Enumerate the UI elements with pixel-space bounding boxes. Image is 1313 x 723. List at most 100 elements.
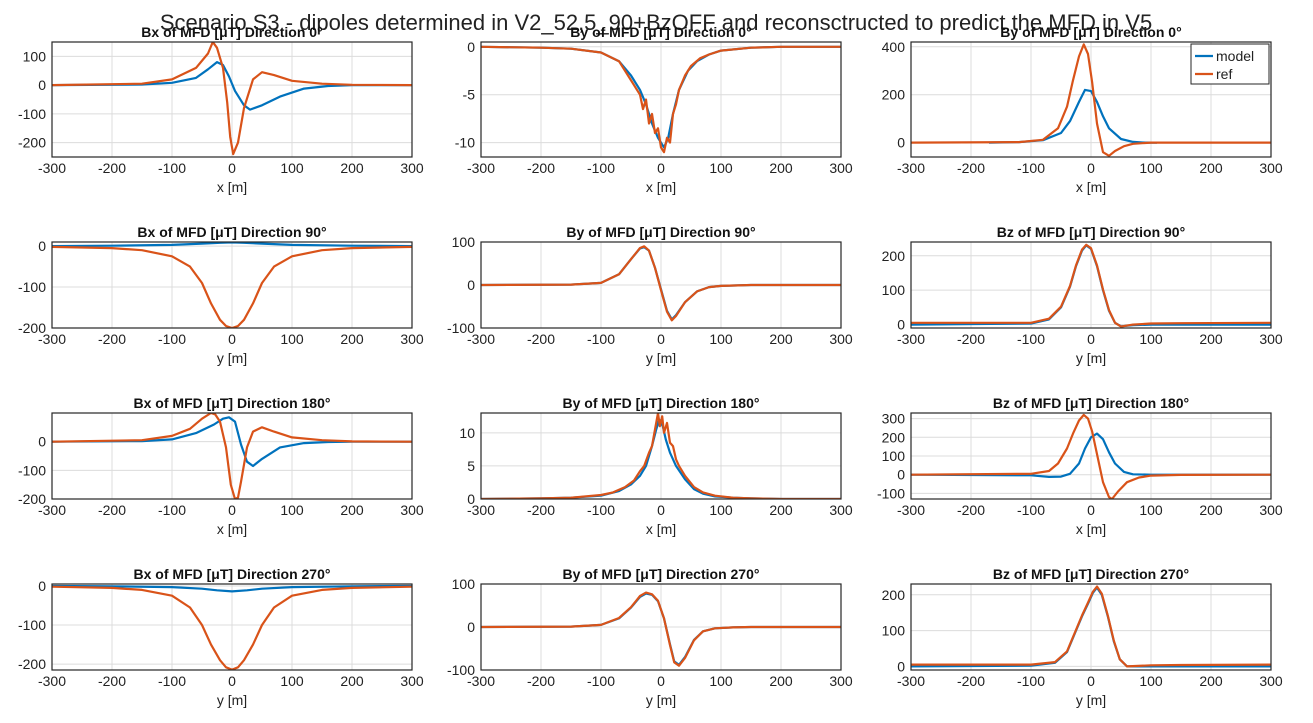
y-tick-label: -100: [18, 462, 46, 478]
series-line-ref: [911, 243, 1271, 328]
axes-frame: [480, 583, 842, 671]
x-tick-label: -300: [467, 331, 495, 347]
y-tick-label: 100: [452, 576, 476, 592]
x-tick-label: 100: [280, 502, 304, 518]
x-tick-label: -300: [897, 502, 925, 518]
subplot-11: -300 -200 -100 0 100 200 300 -100 0 100 y [m] By of…: [447, 566, 853, 708]
series-line-model: [988, 88, 1157, 144]
series-line-ref: [52, 42, 412, 156]
axes-frame: [51, 583, 413, 671]
subplot-12: -300 -200 -100 0 100 200 300 0 100 200 y [m] Bz of …: [882, 566, 1283, 708]
y-tick-label: 0: [38, 434, 46, 450]
x-tick-label: -100: [1017, 160, 1045, 176]
subplot-title: By of MFD [μT] Direction 90°: [566, 224, 755, 240]
y-tick-label: -10: [455, 135, 475, 151]
subplot-title: By of MFD [μT] Direction 180°: [563, 395, 760, 411]
x-tick-label: 0: [657, 673, 665, 689]
axes-frame: [480, 412, 842, 500]
series-line-ref: [52, 245, 412, 328]
x-tick-label: 0: [1087, 673, 1095, 689]
x-tick-label: -200: [527, 160, 555, 176]
x-tick-label: -200: [98, 673, 126, 689]
x-tick-label: 200: [1199, 502, 1223, 518]
x-tick-label: 0: [657, 331, 665, 347]
x-tick-label: 100: [1139, 502, 1163, 518]
x-tick-label: -300: [467, 673, 495, 689]
x-tick-label: -200: [957, 331, 985, 347]
x-tick-label: 300: [400, 673, 424, 689]
subplot-title: Bz of MFD [μT] Direction 270°: [993, 566, 1189, 582]
x-tick-label: 0: [657, 160, 665, 176]
legend-box: [1190, 43, 1270, 85]
x-tick-label: -100: [1017, 502, 1045, 518]
series-line-ref: [481, 245, 841, 322]
x-tick-label: 200: [769, 502, 793, 518]
x-tick-label: 300: [400, 331, 424, 347]
x-tick-label: 200: [340, 673, 364, 689]
axes-frame: [51, 41, 413, 158]
y-tick-label: 100: [882, 448, 906, 464]
x-tick-label: 100: [1139, 160, 1163, 176]
x-tick-label: 200: [340, 502, 364, 518]
y-tick-label: 0: [467, 39, 475, 55]
x-tick-label: -200: [527, 502, 555, 518]
y-tick-label: 100: [882, 282, 906, 298]
x-tick-label: -100: [158, 673, 186, 689]
y-tick-label: 0: [897, 658, 905, 674]
x-tick-label: -300: [467, 502, 495, 518]
y-tick-label: -100: [18, 617, 46, 633]
x-tick-label: 100: [1139, 331, 1163, 347]
y-tick-label: 0: [467, 619, 475, 635]
series-line-model: [52, 60, 412, 111]
y-tick-label: 0: [38, 578, 46, 594]
series-line-ref: [52, 413, 412, 499]
y-tick-label: -200: [18, 135, 46, 151]
y-tick-label: -100: [877, 485, 905, 501]
series-line-ref: [481, 413, 841, 499]
x-tick-label: 0: [1087, 160, 1095, 176]
y-tick-label: -200: [18, 320, 46, 336]
x-tick-label: 300: [829, 160, 853, 176]
x-tick-label: -300: [897, 673, 925, 689]
x-tick-label: 300: [1259, 673, 1283, 689]
x-tick-label: 200: [340, 160, 364, 176]
x-axis-label: y [m]: [1076, 692, 1106, 708]
subplot-8: -300 -200 -100 0 100 200 300 0 5 10 x [m] By of MFD…: [459, 395, 852, 537]
x-tick-label: 0: [228, 331, 236, 347]
x-tick-label: 300: [1259, 331, 1283, 347]
series-line-ref: [481, 591, 841, 667]
subplot-9: -300 -200 -100 0 100 200 300 -100 0 100 200 300 x [m…: [877, 395, 1283, 537]
y-tick-label: 0: [897, 135, 905, 151]
subplot-title: Bx of MFD [μT] Direction 270°: [134, 566, 331, 582]
subplot-title: By of MFD [μT] Direction 270°: [563, 566, 760, 582]
axes-frame: [51, 241, 413, 329]
x-tick-label: -100: [1017, 673, 1045, 689]
y-tick-label: 10: [459, 425, 475, 441]
x-tick-label: 0: [228, 502, 236, 518]
x-tick-label: 100: [280, 331, 304, 347]
x-tick-label: -100: [158, 502, 186, 518]
y-tick-label: -100: [447, 662, 475, 678]
x-axis-label: x [m]: [217, 521, 247, 537]
series-line-ref: [911, 43, 1271, 157]
x-tick-label: 100: [280, 160, 304, 176]
y-tick-label: -100: [18, 279, 46, 295]
subplot-title: Bx of MFD [μT] Direction 180°: [134, 395, 331, 411]
y-tick-label: 200: [882, 248, 906, 264]
axes-frame: [910, 41, 1272, 158]
x-tick-label: -300: [897, 160, 925, 176]
x-axis-label: x [m]: [1076, 179, 1106, 195]
x-tick-label: 300: [1259, 502, 1283, 518]
x-axis-label: y [m]: [646, 692, 676, 708]
x-tick-label: -100: [1017, 331, 1045, 347]
y-tick-label: 0: [467, 491, 475, 507]
x-tick-label: 200: [769, 160, 793, 176]
y-tick-label: 200: [882, 87, 906, 103]
y-tick-label: 5: [467, 458, 475, 474]
series-line-ref: [911, 413, 1271, 499]
y-tick-label: 100: [23, 48, 47, 64]
axes-frame: [910, 583, 1272, 671]
subplot-title: By of MFD [μT] Direction 0°: [1000, 24, 1181, 40]
